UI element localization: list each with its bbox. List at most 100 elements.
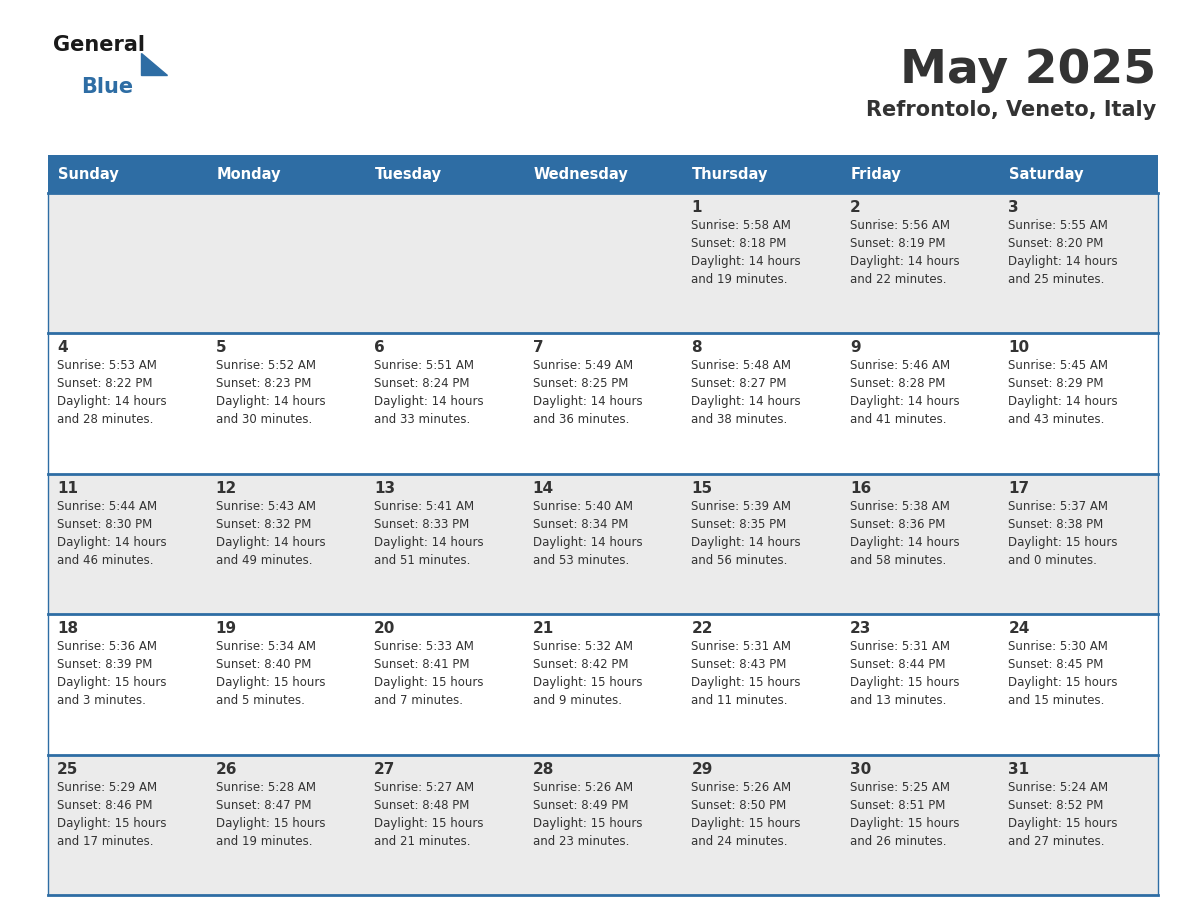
Text: Sunrise: 5:56 AM
Sunset: 8:19 PM
Daylight: 14 hours
and 22 minutes.: Sunrise: 5:56 AM Sunset: 8:19 PM Dayligh… (849, 219, 960, 286)
Text: Thursday: Thursday (693, 166, 769, 182)
Bar (841, 333, 999, 474)
Bar (48, 155, 207, 193)
Text: 16: 16 (849, 481, 871, 496)
Text: Sunrise: 5:32 AM
Sunset: 8:42 PM
Daylight: 15 hours
and 9 minutes.: Sunrise: 5:32 AM Sunset: 8:42 PM Dayligh… (532, 640, 643, 707)
Bar (999, 193, 1158, 333)
Text: Sunrise: 5:36 AM
Sunset: 8:39 PM
Daylight: 15 hours
and 3 minutes.: Sunrise: 5:36 AM Sunset: 8:39 PM Dayligh… (57, 640, 166, 707)
Bar (365, 614, 524, 755)
Text: Sunrise: 5:25 AM
Sunset: 8:51 PM
Daylight: 15 hours
and 26 minutes.: Sunrise: 5:25 AM Sunset: 8:51 PM Dayligh… (849, 780, 960, 847)
Text: Sunrise: 5:43 AM
Sunset: 8:32 PM
Daylight: 14 hours
and 49 minutes.: Sunrise: 5:43 AM Sunset: 8:32 PM Dayligh… (215, 499, 326, 566)
Bar (207, 333, 365, 474)
Text: 9: 9 (849, 341, 860, 355)
Bar (999, 614, 1158, 755)
Bar (999, 333, 1158, 474)
Text: Sunrise: 5:51 AM
Sunset: 8:24 PM
Daylight: 14 hours
and 33 minutes.: Sunrise: 5:51 AM Sunset: 8:24 PM Dayligh… (374, 360, 484, 426)
Bar (682, 755, 841, 895)
Text: 14: 14 (532, 481, 554, 496)
Text: 20: 20 (374, 621, 396, 636)
Text: Sunrise: 5:29 AM
Sunset: 8:46 PM
Daylight: 15 hours
and 17 minutes.: Sunrise: 5:29 AM Sunset: 8:46 PM Dayligh… (57, 780, 166, 847)
Bar (682, 193, 841, 333)
Bar (999, 474, 1158, 614)
Bar (841, 193, 999, 333)
Text: 10: 10 (1009, 341, 1030, 355)
Text: Blue: Blue (81, 77, 133, 97)
Text: 28: 28 (532, 762, 554, 777)
Text: 1: 1 (691, 200, 702, 215)
Bar (365, 193, 524, 333)
Text: Sunrise: 5:31 AM
Sunset: 8:44 PM
Daylight: 15 hours
and 13 minutes.: Sunrise: 5:31 AM Sunset: 8:44 PM Dayligh… (849, 640, 960, 707)
Text: Sunrise: 5:26 AM
Sunset: 8:50 PM
Daylight: 15 hours
and 24 minutes.: Sunrise: 5:26 AM Sunset: 8:50 PM Dayligh… (691, 780, 801, 847)
Text: 5: 5 (215, 341, 226, 355)
Text: Sunrise: 5:48 AM
Sunset: 8:27 PM
Daylight: 14 hours
and 38 minutes.: Sunrise: 5:48 AM Sunset: 8:27 PM Dayligh… (691, 360, 801, 426)
Text: Sunrise: 5:31 AM
Sunset: 8:43 PM
Daylight: 15 hours
and 11 minutes.: Sunrise: 5:31 AM Sunset: 8:43 PM Dayligh… (691, 640, 801, 707)
Text: Sunrise: 5:38 AM
Sunset: 8:36 PM
Daylight: 14 hours
and 58 minutes.: Sunrise: 5:38 AM Sunset: 8:36 PM Dayligh… (849, 499, 960, 566)
Text: 3: 3 (1009, 200, 1019, 215)
Bar (48, 614, 207, 755)
Text: Sunrise: 5:26 AM
Sunset: 8:49 PM
Daylight: 15 hours
and 23 minutes.: Sunrise: 5:26 AM Sunset: 8:49 PM Dayligh… (532, 780, 643, 847)
Text: Sunrise: 5:27 AM
Sunset: 8:48 PM
Daylight: 15 hours
and 21 minutes.: Sunrise: 5:27 AM Sunset: 8:48 PM Dayligh… (374, 780, 484, 847)
Text: Refrontolo, Veneto, Italy: Refrontolo, Veneto, Italy (866, 100, 1156, 120)
Bar (524, 333, 682, 474)
Text: 18: 18 (57, 621, 78, 636)
Text: Monday: Monday (216, 166, 282, 182)
Bar (524, 474, 682, 614)
Bar (365, 474, 524, 614)
Text: 25: 25 (57, 762, 78, 777)
Text: 7: 7 (532, 341, 543, 355)
Text: 6: 6 (374, 341, 385, 355)
Bar (841, 755, 999, 895)
Bar (365, 155, 524, 193)
Bar (48, 474, 207, 614)
Bar (841, 474, 999, 614)
Text: 19: 19 (215, 621, 236, 636)
Bar (365, 333, 524, 474)
Text: Sunrise: 5:28 AM
Sunset: 8:47 PM
Daylight: 15 hours
and 19 minutes.: Sunrise: 5:28 AM Sunset: 8:47 PM Dayligh… (215, 780, 326, 847)
Text: Saturday: Saturday (1010, 166, 1083, 182)
Text: 11: 11 (57, 481, 78, 496)
Text: Friday: Friday (851, 166, 902, 182)
Bar (682, 614, 841, 755)
Text: Sunrise: 5:44 AM
Sunset: 8:30 PM
Daylight: 14 hours
and 46 minutes.: Sunrise: 5:44 AM Sunset: 8:30 PM Dayligh… (57, 499, 166, 566)
Bar (207, 193, 365, 333)
Text: Sunrise: 5:41 AM
Sunset: 8:33 PM
Daylight: 14 hours
and 51 minutes.: Sunrise: 5:41 AM Sunset: 8:33 PM Dayligh… (374, 499, 484, 566)
Text: General: General (53, 35, 145, 55)
Text: 2: 2 (849, 200, 860, 215)
Bar (524, 614, 682, 755)
Text: Sunrise: 5:55 AM
Sunset: 8:20 PM
Daylight: 14 hours
and 25 minutes.: Sunrise: 5:55 AM Sunset: 8:20 PM Dayligh… (1009, 219, 1118, 286)
Text: 23: 23 (849, 621, 871, 636)
Text: May 2025: May 2025 (899, 48, 1156, 93)
Text: Sunrise: 5:49 AM
Sunset: 8:25 PM
Daylight: 14 hours
and 36 minutes.: Sunrise: 5:49 AM Sunset: 8:25 PM Dayligh… (532, 360, 643, 426)
Text: 31: 31 (1009, 762, 1030, 777)
Bar (207, 155, 365, 193)
Text: Sunday: Sunday (58, 166, 119, 182)
Bar (48, 755, 207, 895)
Bar (682, 474, 841, 614)
Bar (524, 155, 682, 193)
Text: Sunrise: 5:45 AM
Sunset: 8:29 PM
Daylight: 14 hours
and 43 minutes.: Sunrise: 5:45 AM Sunset: 8:29 PM Dayligh… (1009, 360, 1118, 426)
Text: 8: 8 (691, 341, 702, 355)
Text: Sunrise: 5:39 AM
Sunset: 8:35 PM
Daylight: 14 hours
and 56 minutes.: Sunrise: 5:39 AM Sunset: 8:35 PM Dayligh… (691, 499, 801, 566)
Text: Sunrise: 5:30 AM
Sunset: 8:45 PM
Daylight: 15 hours
and 15 minutes.: Sunrise: 5:30 AM Sunset: 8:45 PM Dayligh… (1009, 640, 1118, 707)
Bar (207, 614, 365, 755)
Bar (524, 193, 682, 333)
Text: Sunrise: 5:37 AM
Sunset: 8:38 PM
Daylight: 15 hours
and 0 minutes.: Sunrise: 5:37 AM Sunset: 8:38 PM Dayligh… (1009, 499, 1118, 566)
Text: 13: 13 (374, 481, 396, 496)
Text: 17: 17 (1009, 481, 1030, 496)
Text: Sunrise: 5:46 AM
Sunset: 8:28 PM
Daylight: 14 hours
and 41 minutes.: Sunrise: 5:46 AM Sunset: 8:28 PM Dayligh… (849, 360, 960, 426)
Text: 24: 24 (1009, 621, 1030, 636)
Text: 22: 22 (691, 621, 713, 636)
Text: 30: 30 (849, 762, 871, 777)
Bar (682, 333, 841, 474)
Text: Sunrise: 5:24 AM
Sunset: 8:52 PM
Daylight: 15 hours
and 27 minutes.: Sunrise: 5:24 AM Sunset: 8:52 PM Dayligh… (1009, 780, 1118, 847)
Bar (999, 155, 1158, 193)
Polygon shape (141, 53, 168, 75)
Bar (207, 474, 365, 614)
Bar (841, 614, 999, 755)
Text: Sunrise: 5:40 AM
Sunset: 8:34 PM
Daylight: 14 hours
and 53 minutes.: Sunrise: 5:40 AM Sunset: 8:34 PM Dayligh… (532, 499, 643, 566)
Text: 4: 4 (57, 341, 68, 355)
Text: 29: 29 (691, 762, 713, 777)
Text: 15: 15 (691, 481, 713, 496)
Text: Sunrise: 5:34 AM
Sunset: 8:40 PM
Daylight: 15 hours
and 5 minutes.: Sunrise: 5:34 AM Sunset: 8:40 PM Dayligh… (215, 640, 326, 707)
Text: 27: 27 (374, 762, 396, 777)
Bar (48, 193, 207, 333)
